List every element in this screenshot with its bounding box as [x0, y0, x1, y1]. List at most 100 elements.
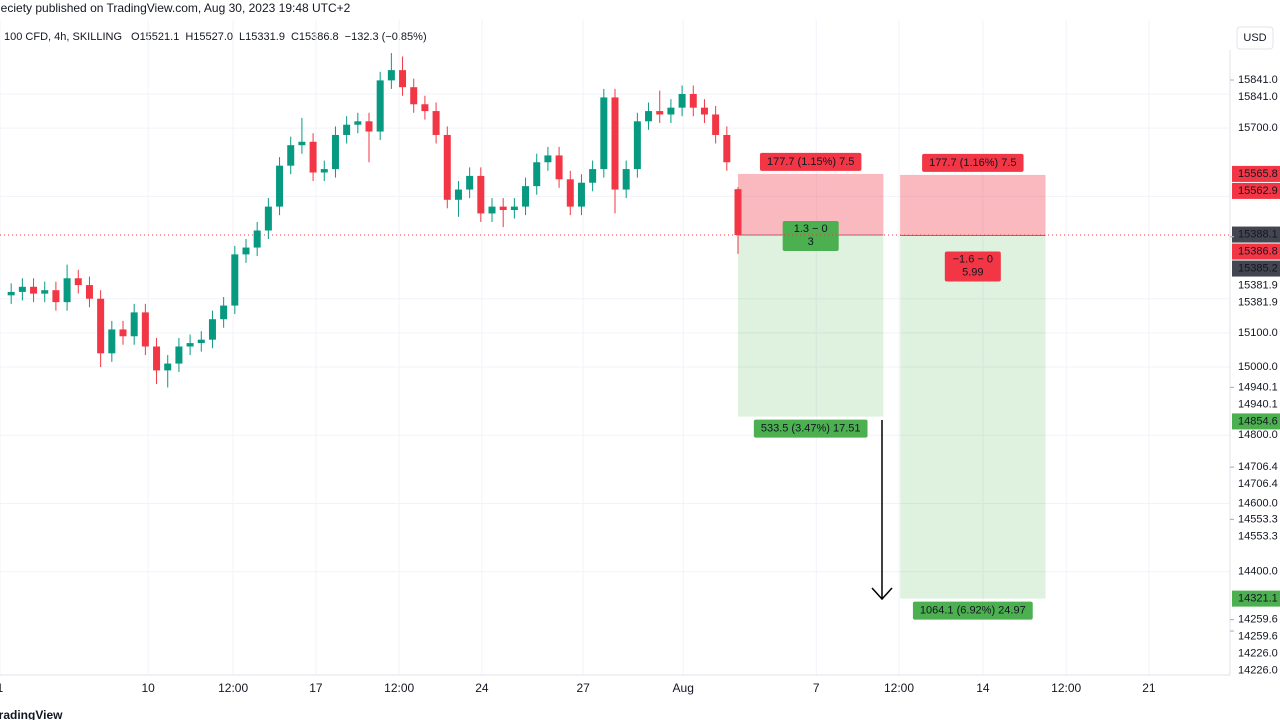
- candle-body: [63, 278, 71, 303]
- candle-body: [354, 121, 362, 125]
- candle-body: [656, 111, 664, 115]
- candle-body: [7, 291, 15, 296]
- plot: 177.7 (1.15%) 7.5 533.5 (3.47%) 17.51 1.3 …: [0, 53, 1230, 620]
- currency-button[interactable]: [1236, 26, 1274, 50]
- ohlc-key: C: [291, 31, 299, 43]
- price-label: 14940.1: [1238, 381, 1278, 393]
- candle-body: [454, 189, 462, 200]
- x-tick-label: 12:00: [218, 681, 248, 695]
- candle-body: [231, 254, 239, 306]
- axis-labels: 1 10 12:00 17 12:00 24 27 Aug 7 12:00 14 12:00 21 158…: [0, 74, 1280, 695]
- stop-zone: [900, 174, 1046, 236]
- candle-body: [331, 134, 339, 170]
- candle-body: [712, 114, 720, 135]
- entry-label-box: [782, 220, 839, 251]
- candle-body: [130, 312, 138, 337]
- x-tick-label: 21: [1142, 681, 1156, 695]
- arrow-head: [871, 587, 893, 601]
- candle-body: [242, 247, 250, 255]
- entry-label: −1.6 − 0: [953, 253, 993, 265]
- stop-label-box: [922, 153, 1024, 172]
- y-tick-label: 15000.0: [1238, 361, 1278, 373]
- price-label-box: [1232, 165, 1280, 182]
- candle-body: [97, 298, 105, 354]
- candle-body: [18, 286, 26, 292]
- candle-body: [253, 230, 261, 248]
- target-label-box: [753, 419, 868, 438]
- price-label: 14226.0: [1238, 647, 1278, 659]
- candle-body: [74, 278, 82, 286]
- price-label: 15388.1: [1238, 228, 1278, 240]
- price-label: 15841.0: [1238, 91, 1278, 103]
- currency[interactable]: USD: [1243, 32, 1266, 44]
- target-label-box: [912, 601, 1033, 620]
- price-label: 14854.6: [1238, 415, 1278, 427]
- candle-body: [164, 363, 172, 371]
- candle-body: [544, 155, 552, 163]
- ohlc-value: 15331.9: [245, 31, 285, 43]
- stop-label: 177.7 (1.16%) 7.5: [929, 157, 1016, 169]
- candle-body: [287, 145, 295, 166]
- x-tick-label: Aug: [673, 681, 694, 695]
- price-label: 14706.4: [1238, 461, 1278, 473]
- x-tick-label: 12:00: [884, 681, 914, 695]
- candle-body: [421, 104, 429, 112]
- ohlc-key: H: [185, 31, 193, 43]
- y-tick-label: 14600.0: [1238, 497, 1278, 509]
- x-tick-label: 7: [813, 681, 820, 695]
- candle-body: [197, 339, 205, 344]
- symbol: 100 CFD, 4h, SKILLING: [4, 31, 122, 43]
- x-tick-label: 12:00: [1051, 681, 1081, 695]
- candle-body: [488, 206, 496, 214]
- candle-body: [85, 285, 93, 299]
- ohlc-key: L: [239, 31, 245, 43]
- candle-body: [119, 329, 127, 337]
- candle-body: [510, 206, 518, 211]
- price-label-box: [1232, 260, 1280, 277]
- candle-body: [443, 134, 451, 200]
- candle-body: [622, 169, 630, 190]
- x-tick-label: 24: [475, 681, 489, 695]
- price-label: 15562.9: [1238, 185, 1278, 197]
- candle-body: [667, 107, 675, 115]
- price-label: 15565.8: [1238, 168, 1278, 180]
- candle-body: [678, 94, 686, 108]
- candle-body: [477, 175, 485, 214]
- footer-brand: TradingView: [0, 708, 63, 720]
- entry-label: 5.99: [962, 266, 983, 278]
- price-label: 14706.4: [1238, 478, 1278, 490]
- candle-body: [208, 319, 216, 340]
- candle-body: [108, 329, 116, 354]
- candle-body: [153, 346, 161, 371]
- price-label: 15381.9: [1238, 296, 1278, 308]
- target-zone: [900, 235, 1046, 599]
- price-label: 15386.8: [1238, 245, 1278, 257]
- candle-body: [533, 162, 541, 187]
- price-label-box: [1232, 182, 1280, 199]
- price-label: 14553.3: [1238, 513, 1278, 525]
- candle-body: [499, 206, 507, 211]
- candle-body: [600, 97, 608, 170]
- candle-body: [589, 169, 597, 183]
- x-tick-label: 12:00: [384, 681, 414, 695]
- candle-body: [141, 312, 149, 347]
- price-label-box: [1232, 590, 1280, 607]
- candle-body: [689, 94, 697, 108]
- candle-body: [309, 141, 317, 173]
- candle-body: [723, 134, 731, 163]
- candle-body: [555, 155, 563, 180]
- ohlc-key: O: [131, 31, 140, 43]
- ohlc-value: 15386.8: [299, 31, 339, 43]
- grid: [0, 20, 1230, 675]
- candle-body: [611, 97, 619, 190]
- candle-body: [320, 169, 328, 173]
- candle-body: [700, 107, 708, 115]
- candle-body: [41, 290, 49, 294]
- ohlc-value: 15521.1: [140, 31, 180, 43]
- target-label: 1064.1 (6.92%) 24.97: [920, 605, 1026, 617]
- legend: 100 CFD, 4h, SKILLING O 15521.1 H 15527.0 L 15…: [4, 31, 427, 43]
- candle-body: [30, 286, 38, 294]
- price-label: 14321.1: [1238, 593, 1278, 605]
- candle-body: [220, 305, 228, 320]
